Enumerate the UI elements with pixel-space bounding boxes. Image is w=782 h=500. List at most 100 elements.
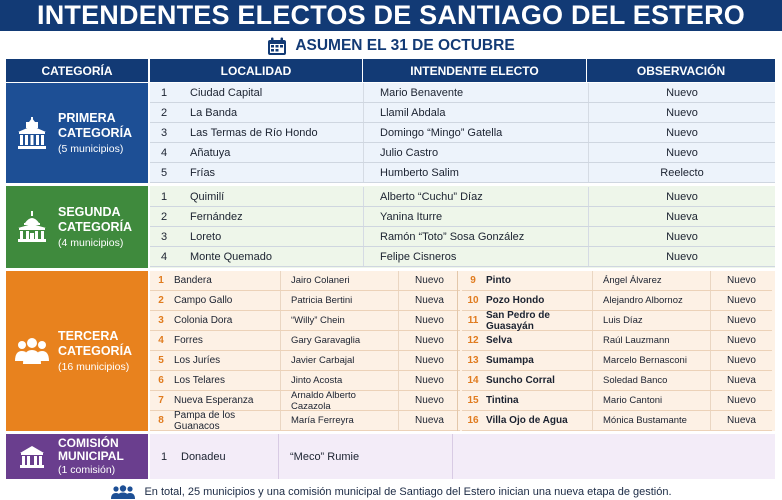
table-row: 11 San Pedro de Guasayán Luis Díaz Nuevo — [462, 310, 772, 332]
intendente-cell: Jairo Colaneri — [280, 271, 398, 290]
localidad-cell: Loreto — [190, 230, 222, 243]
intendente-cell: Julio Castro — [363, 143, 588, 162]
intendente-cell: Marcelo Bernasconi — [592, 351, 710, 370]
table-row: 7 Nueva Esperanza Arnaldo Alberto Cazazola… — [150, 390, 460, 412]
category-segunda: SEGUNDA CATEGORÍA (4 municipios) — [6, 186, 148, 268]
localidad-cell: Frías — [190, 166, 216, 179]
observacion-cell: Nuevo — [398, 311, 460, 330]
localidad-cell: La Banda — [190, 106, 238, 119]
table-row: 5 Frías Humberto Salim Reelecto — [150, 163, 775, 183]
footer-text: En total, 25 municipios y una comisión m… — [144, 486, 672, 498]
row-number: 3 — [160, 126, 168, 139]
people-icon — [111, 485, 136, 499]
observacion-cell: Nuevo — [710, 271, 772, 290]
localidad-cell: Suncho Corral — [486, 375, 555, 386]
localidad-cell: Selva — [486, 335, 513, 346]
intendente-cell: Patricia Bertini — [280, 291, 398, 310]
capitol-building-icon — [12, 211, 52, 243]
intendente-cell: Soledad Banco — [592, 371, 710, 390]
localidad-cell: Sumampa — [486, 355, 534, 366]
category-count: (4 municipios) — [58, 236, 124, 249]
intendente-cell: Domingo “Mingo” Gatella — [363, 123, 588, 142]
localidad-cell: Las Termas de Río Hondo — [190, 126, 318, 139]
calendar-icon — [268, 37, 287, 55]
observacion-cell: Nuevo — [398, 351, 460, 370]
intendente-cell: Luis Díaz — [592, 311, 710, 330]
localidad-cell: Colonia Dora — [174, 315, 233, 326]
table-row: 13 Sumampa Marcelo Bernasconi Nuevo — [462, 351, 772, 371]
observacion-cell: Nuevo — [588, 83, 775, 102]
localidad-cell: Monte Quemado — [190, 250, 272, 263]
table-row: 10 Pozo Hondo Alejandro Albornoz Nuevo — [462, 291, 772, 311]
table-row: 1 Ciudad Capital Mario Benavente Nuevo — [150, 83, 775, 103]
category-tercera: TERCERA CATEGORÍA (16 municipios) — [6, 271, 148, 431]
table-row: 3 Loreto Ramón “Toto” Sosa González Nuevo — [150, 227, 775, 247]
observacion-cell: Reelecto — [588, 163, 775, 182]
intendente-cell: Llamil Abdala — [363, 103, 588, 122]
intendente-cell: Mónica Bustamante — [592, 411, 710, 430]
table-row: 3 Colonia Dora “Willy” Chein Nuevo — [150, 311, 460, 331]
observacion-cell: Nuevo — [710, 291, 772, 310]
intendente-cell: Arnaldo Alberto Cazazola — [280, 390, 398, 412]
segunda-table: 1 Quimilí Alberto “Cuchu” Díaz Nuevo 2 Fernán… — [150, 186, 775, 268]
localidad-cell: Bandera — [174, 275, 212, 286]
localidad-cell: Nueva Esperanza — [174, 395, 254, 406]
comision-intendente: “Meco” Rumie — [290, 450, 360, 463]
observacion-cell: Nueva — [398, 291, 460, 310]
people-group-icon — [12, 337, 52, 365]
category-name-line2: CATEGORÍA — [58, 125, 133, 140]
table-row: 6 Los Telares Jinto Acosta Nuevo — [150, 371, 460, 391]
table-row: 12 Selva Raúl Lauzmann Nuevo — [462, 331, 772, 351]
intendente-cell: Alberto “Cuchu” Díaz — [363, 187, 588, 206]
row-number: 14 — [467, 375, 479, 386]
localidad-cell: Ciudad Capital — [190, 86, 263, 99]
row-number: 3 — [158, 315, 164, 326]
subtitle: ASUMEN EL 31 DE OCTUBRE — [0, 36, 782, 56]
table-row: 14 Suncho Corral Soledad Banco Nueva — [462, 371, 772, 391]
row-number: 11 — [467, 315, 479, 326]
table-row: 3 Las Termas de Río Hondo Domingo “Mingo” … — [150, 123, 775, 143]
localidad-cell: Forres — [174, 335, 203, 346]
table-row: 2 Fernández Yanina Iturre Nueva — [150, 207, 775, 227]
category-name-line1: TERCERA — [58, 328, 119, 343]
category-name-line2: CATEGORÍA — [58, 219, 133, 234]
localidad-cell: Pinto — [486, 275, 511, 286]
localidad-cell: Villa Ojo de Agua — [486, 415, 568, 426]
table-row: 2 Campo Gallo Patricia Bertini Nueva — [150, 291, 460, 311]
intendente-cell: “Willy” Chein — [280, 311, 398, 330]
observacion-cell: Nuevo — [588, 103, 775, 122]
row-number: 2 — [160, 106, 168, 119]
row-number: 8 — [158, 415, 164, 426]
localidad-cell: Pampa de los Guanacos — [174, 409, 236, 432]
observacion-cell: Nuevo — [588, 227, 775, 246]
col-header-observacion: OBSERVACIÓN — [587, 59, 775, 82]
col-header-intendente: INTENDENTE ELECTO — [363, 59, 586, 82]
col-header-localidad: LOCALIDAD — [150, 59, 362, 82]
category-name-line2: MUNICIPAL — [58, 449, 124, 463]
row-number: 7 — [158, 395, 164, 406]
category-count: (1 comisión) — [58, 464, 116, 476]
observacion-cell: Nueva — [398, 411, 460, 430]
localidad-cell: Los Juríes — [174, 355, 221, 366]
intendente-cell: Jinto Acosta — [280, 371, 398, 390]
comision-number: 1 — [160, 450, 168, 463]
primera-table: 1 Ciudad Capital Mario Benavente Nuevo 2 La B… — [150, 83, 775, 183]
table-row: 4 Monte Quemado Felipe Cisneros Nuevo — [150, 247, 775, 267]
observacion-cell: Nueva — [710, 371, 772, 390]
table-row: 5 Los Juríes Javier Carbajal Nuevo — [150, 351, 460, 371]
localidad-cell: Tintina — [486, 395, 519, 406]
title-bar: INTENDENTES ELECTOS DE SANTIAGO DEL ESTE… — [0, 0, 782, 31]
table-row: 16 Villa Ojo de Agua Mónica Bustamante Nuev… — [462, 411, 772, 431]
category-count: (16 municipios) — [58, 360, 130, 373]
row-number: 5 — [158, 355, 164, 366]
observacion-cell: Nuevo — [710, 391, 772, 410]
category-name-line2: CATEGORÍA — [58, 343, 133, 358]
row-number: 6 — [158, 375, 164, 386]
observacion-cell: Nuevo — [588, 123, 775, 142]
row-number: 16 — [467, 415, 479, 426]
intendente-cell: Mario Benavente — [363, 83, 588, 102]
observacion-cell: Nuevo — [588, 143, 775, 162]
intendente-cell: María Ferreyra — [280, 411, 398, 430]
table-row: 9 Pinto Ángel Álvarez Nuevo — [462, 271, 772, 291]
comision-table: 1 Donadeu “Meco” Rumie — [150, 434, 775, 479]
